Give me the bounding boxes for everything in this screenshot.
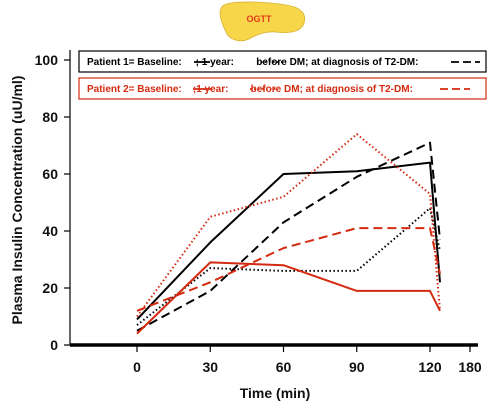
y-axis-title: Plasma Insulin Concentration (uU/ml) [9,76,25,325]
series-line-p1-solid [136,161,441,321]
legend-patient-2: Patient 2= Baseline: ;1 year: before DM;… [78,77,487,100]
y-tick-label: 100 [35,52,59,68]
ogtt-badge: OGTT [219,1,306,42]
x-tick-label: 60 [276,359,292,375]
pancreas-shape-icon [219,1,306,42]
y-tick-label: 40 [42,223,58,239]
legend-label-patient-1: Patient 1= Baseline: ; 1 year: before DM… [87,57,418,68]
y-tick-label: 0 [50,337,58,353]
x-ticks: 0 30 60 90 120 180 [133,345,482,375]
series-line-p1-dashed [136,141,441,332]
legend-box-patient-2 [78,77,487,100]
x-tick-label: 120 [418,359,442,375]
x-tick-label: 90 [349,359,365,375]
series-line-p2-solid [136,261,441,335]
y-tick-label: 80 [42,109,58,125]
series-line-p1-dotted [136,207,441,326]
ogtt-label: OGTT [247,14,272,24]
y-tick-label: 20 [42,280,58,296]
y-ticks: 0 20 40 60 80 100 [35,52,70,353]
x-tick-label: 180 [458,359,482,375]
x-tick-label: 0 [133,359,141,375]
series-line-p2-dashed [136,227,441,312]
y-tick-label: 60 [42,166,58,182]
x-axis-title: Time (min) [240,385,311,401]
legend-patient-1: Patient 1= Baseline: ; 1 year: before DM… [78,50,487,73]
legend-label-patient-2: Patient 2= Baseline: ;1 year: before DM;… [87,84,413,95]
series-layer [136,133,441,335]
x-tick-label: 30 [202,359,218,375]
